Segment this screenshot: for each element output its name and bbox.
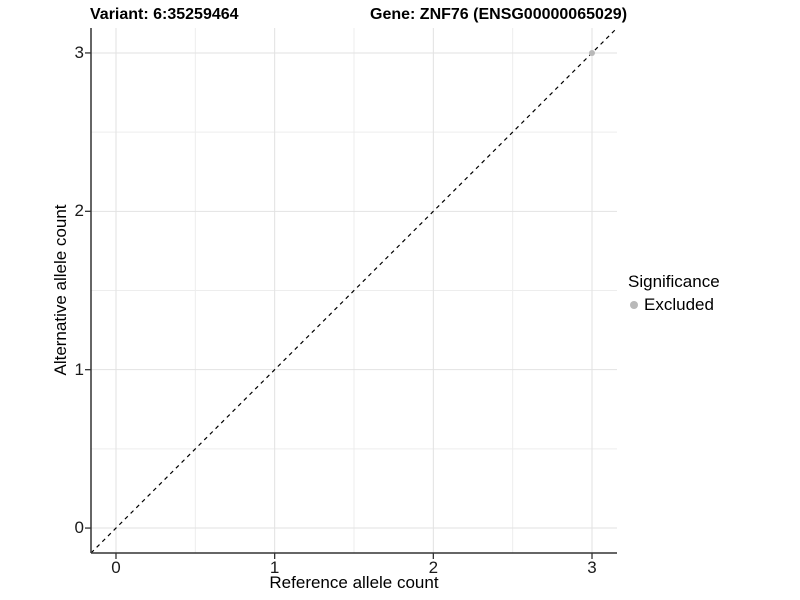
legend: Significance Excluded bbox=[628, 272, 720, 315]
y-tick-label: 3 bbox=[74, 42, 84, 62]
y-axis-title: Alternative allele count bbox=[51, 204, 70, 376]
plot-panel bbox=[85, 27, 618, 559]
y-tick-label: 0 bbox=[74, 518, 84, 538]
identity-reference-line bbox=[90, 27, 618, 554]
plot-title-variant: Variant: 6:35259464 bbox=[90, 6, 239, 23]
legend-title: Significance bbox=[628, 272, 720, 291]
y-tick-label: 1 bbox=[74, 359, 84, 379]
x-axis-title: Reference allele count bbox=[269, 573, 439, 592]
legend-item-excluded: Excluded bbox=[628, 295, 720, 315]
data-point bbox=[589, 49, 596, 56]
excluded-point-icon bbox=[630, 301, 638, 309]
legend-item-label: Excluded bbox=[644, 295, 714, 314]
x-tick-label: 3 bbox=[587, 558, 597, 577]
x-tick-label: 2 bbox=[428, 558, 439, 577]
x-tick-label: 0 bbox=[111, 558, 121, 577]
x-tick-label: 1 bbox=[269, 558, 280, 577]
y-tick-label: 2 bbox=[74, 201, 84, 221]
plot-title-gene: Gene: ZNF76 (ENSG00000065029) bbox=[370, 6, 628, 23]
